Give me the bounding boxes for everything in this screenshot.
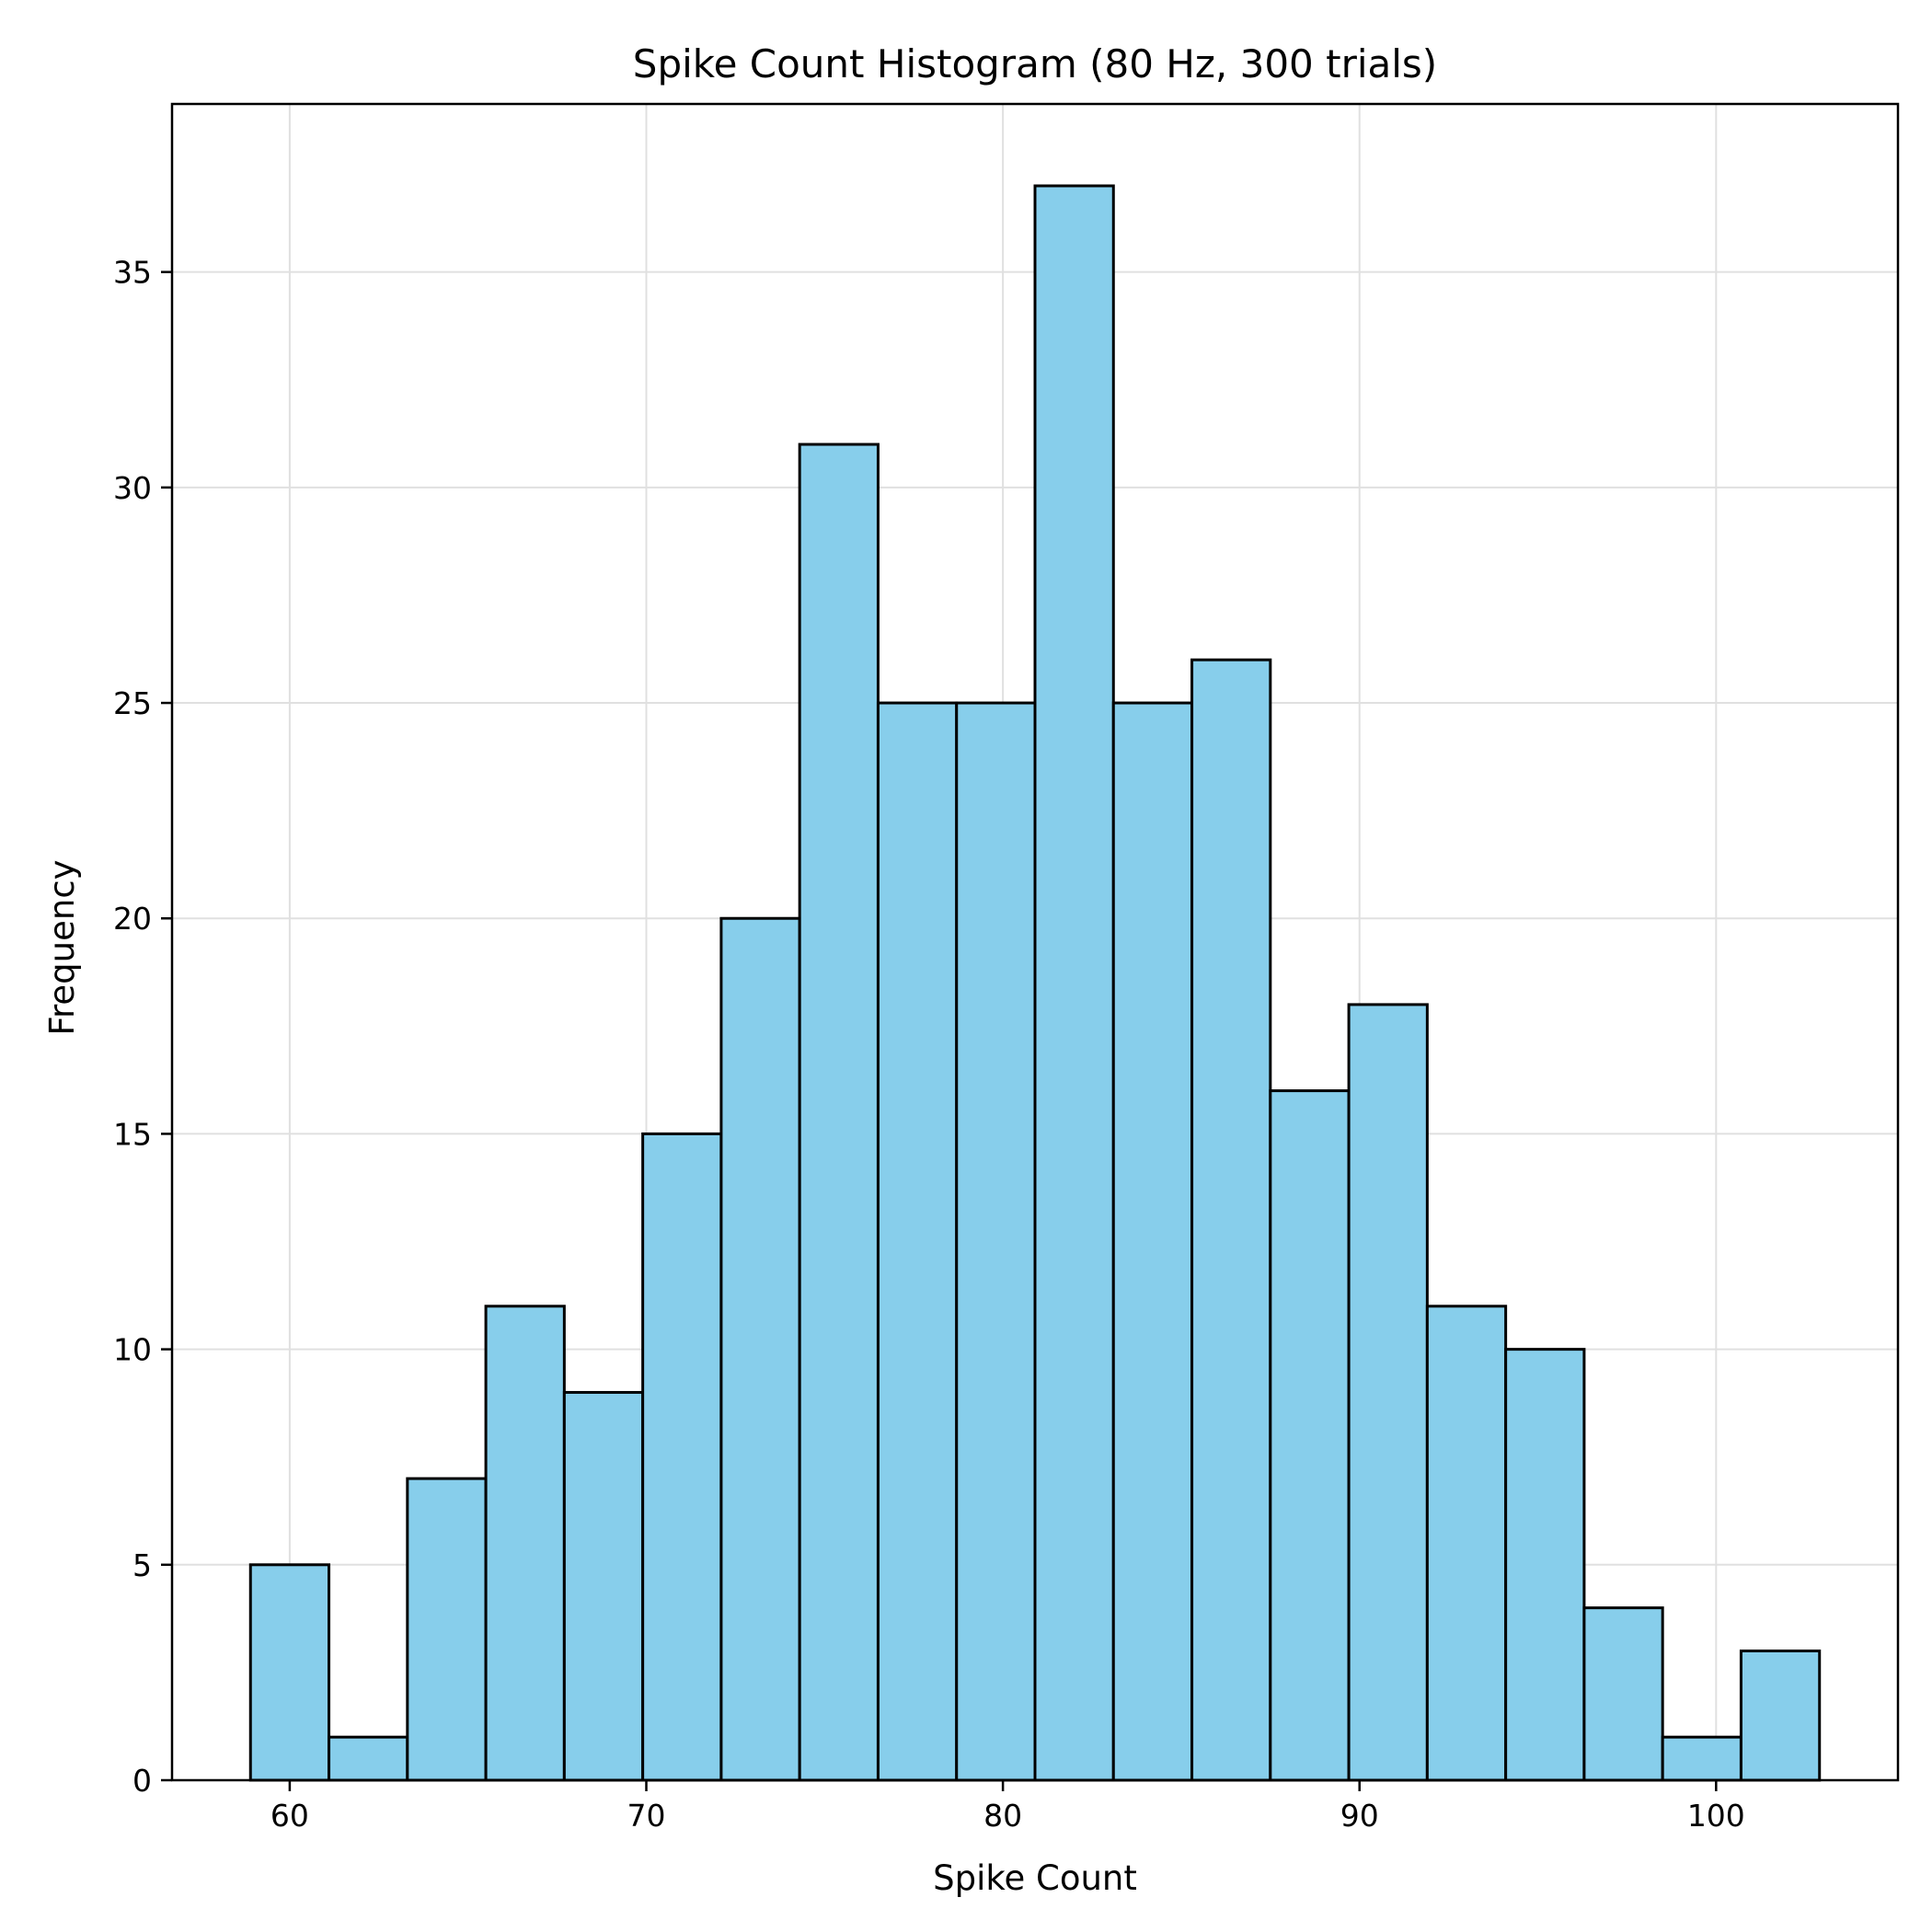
histogram-bar <box>798 443 880 1782</box>
histogram-bar <box>876 701 959 1782</box>
histogram-bar <box>1425 1305 1508 1782</box>
histogram-bar <box>955 701 1037 1782</box>
y-axis-label: Frequency <box>42 859 82 1035</box>
histogram-bar <box>328 1735 409 1782</box>
x-tick-label: 100 <box>1687 1798 1745 1834</box>
histogram-bar <box>1661 1735 1742 1782</box>
x-tick-label: 90 <box>1340 1798 1379 1834</box>
histogram-bar <box>484 1305 566 1782</box>
histogram-bar <box>562 1390 645 1782</box>
y-tick-label: 35 <box>113 255 152 291</box>
y-tick-label: 20 <box>113 901 152 937</box>
y-tick-label: 10 <box>113 1332 152 1368</box>
axes-layer: 60 70 80 90 100 0 5 10 15 20 25 30 35 <box>113 102 1900 1834</box>
x-axis-label: Spike Count <box>933 1858 1137 1898</box>
histogram-bar <box>1190 658 1272 1782</box>
plot-frame <box>170 102 1900 1782</box>
histogram-bar <box>641 1132 723 1782</box>
histogram-bar <box>248 1563 331 1782</box>
y-tick-label: 5 <box>132 1547 152 1583</box>
y-tick-label: 30 <box>113 470 152 506</box>
histogram-bar <box>1739 1649 1822 1782</box>
y-tick-label: 0 <box>132 1763 152 1799</box>
x-tick-label: 80 <box>983 1798 1022 1834</box>
y-tick-label: 25 <box>113 685 152 721</box>
histogram-bar <box>1504 1348 1586 1782</box>
histogram-bar <box>719 916 801 1782</box>
histogram-bar <box>1269 1089 1351 1782</box>
histogram-bar <box>1582 1606 1664 1782</box>
bars-layer <box>248 184 1822 1782</box>
histogram-bar <box>1033 184 1115 1782</box>
histogram-bar <box>1347 1003 1429 1782</box>
histogram-bar <box>1111 701 1194 1782</box>
x-tick-label: 70 <box>627 1798 666 1834</box>
histogram-bar <box>406 1477 488 1782</box>
chart-title: Spike Count Histogram (80 Hz, 300 trials… <box>633 41 1437 86</box>
x-tick-label: 60 <box>270 1798 309 1834</box>
y-tick-label: 15 <box>113 1116 152 1152</box>
